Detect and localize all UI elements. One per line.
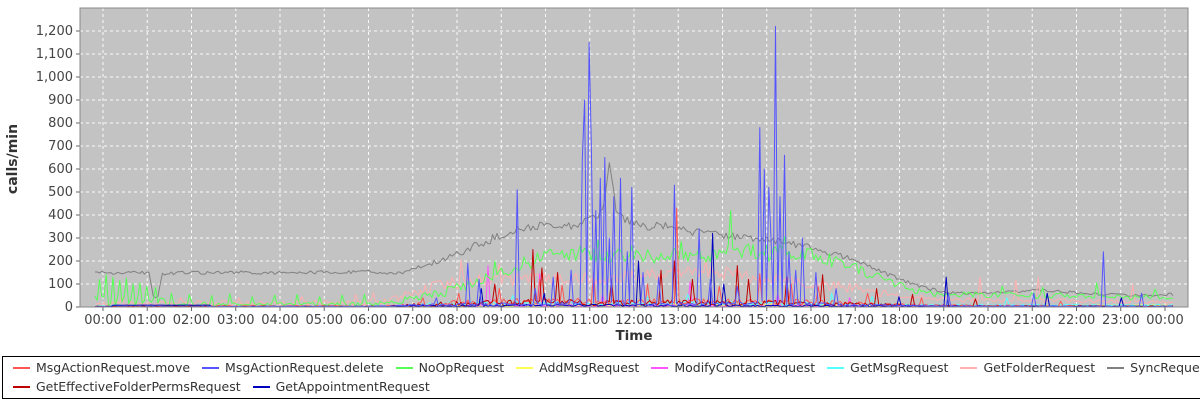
y-tick-label: 500 — [48, 185, 73, 200]
x-tick-label: 08:00 — [438, 313, 475, 328]
tick-marks — [76, 30, 1166, 311]
x-tick-label: 00:00 — [1146, 313, 1183, 328]
legend-swatch — [516, 366, 534, 369]
y-tick-label: 400 — [48, 208, 73, 223]
legend-label: GetAppointmentRequest — [275, 379, 430, 394]
legend-item-getmsgrequest: GetMsgRequest — [827, 358, 948, 377]
x-tick-label: 06:00 — [350, 313, 387, 328]
x-tick-label: 13:00 — [660, 313, 697, 328]
y-tick-label: 600 — [48, 162, 73, 177]
x-tick-label: 09:00 — [483, 313, 520, 328]
x-tick-label: 20:00 — [969, 313, 1006, 328]
legend-label: AddMsgRequest — [539, 360, 640, 375]
legend-item-getfolderrequest: GetFolderRequest — [960, 358, 1095, 377]
y-tick-label: 1,200 — [36, 24, 73, 39]
legend-item-msgactionrequest-delete: MsgActionRequest.delete — [202, 358, 384, 377]
legend-swatch — [13, 366, 30, 369]
x-tick-label: 10:00 — [527, 313, 564, 328]
legend-swatch — [202, 366, 220, 369]
x-tick-label: 23:00 — [1102, 313, 1139, 328]
legend-swatch — [960, 366, 978, 369]
y-tick-label: 800 — [48, 116, 73, 131]
legend-item-addmsgrequest: AddMsgRequest — [516, 358, 639, 377]
x-tick-label: 03:00 — [217, 313, 254, 328]
plot-canvas: 0 100 200 300 400 500 600 700 800 900 1,000 1,100 1,… — [5, 7, 1189, 344]
y-tick-label: 200 — [48, 254, 73, 269]
x-tick-label: 19:00 — [925, 313, 962, 328]
x-tick-label: 12:00 — [615, 313, 652, 328]
y-tick-label: 300 — [48, 231, 73, 246]
legend-item-modifycontactrequest: ModifyContactRequest — [651, 358, 815, 377]
y-axis-tick-labels: 0 100 200 300 400 500 600 700 800 900 1,000 1,100 1,… — [36, 24, 73, 315]
x-tick-label: 07:00 — [394, 313, 431, 328]
legend-label: SyncRequest — [1130, 360, 1200, 375]
y-tick-label: 900 — [48, 93, 73, 108]
x-tick-label: 15:00 — [748, 313, 785, 328]
plot-border — [79, 7, 1189, 308]
legend-swatch — [827, 366, 845, 369]
legend-label: MsgActionRequest.delete — [225, 360, 384, 375]
x-tick-label: 02:00 — [173, 313, 210, 328]
legend-label: GetMsgRequest — [850, 360, 949, 375]
x-axis-title: Time — [615, 328, 652, 344]
legend: MsgActionRequest.move MsgActionRequest.de… — [2, 356, 1200, 399]
x-tick-label: 14:00 — [704, 313, 741, 328]
y-axis-title: calls/min — [5, 124, 21, 194]
x-tick-label: 04:00 — [261, 313, 298, 328]
x-tick-label: 22:00 — [1058, 313, 1095, 328]
x-tick-label: 05:00 — [306, 313, 343, 328]
legend-row: GetEffectiveFolderPermsRequest GetAppoint… — [7, 377, 1199, 396]
x-tick-label: 16:00 — [792, 313, 829, 328]
legend-item-syncrequest: SyncRequest — [1107, 358, 1200, 377]
x-tick-label: 21:00 — [1014, 313, 1051, 328]
x-tick-label: 01:00 — [129, 313, 166, 328]
legend-label: GetEffectiveFolderPermsRequest — [36, 379, 241, 394]
legend-item-geteffectivefolderpermsrequest: GetEffectiveFolderPermsRequest — [13, 377, 241, 396]
legend-label: MsgActionRequest.move — [36, 360, 191, 375]
legend-row: MsgActionRequest.move MsgActionRequest.de… — [7, 358, 1200, 377]
x-axis-tick-labels: 00:00 01:00 02:00 03:00 04:00 05:00 06:00 07:00… — [84, 313, 1183, 328]
series-line-nooprequest — [94, 209, 1174, 307]
legend-item-msgactionrequest-move: MsgActionRequest.move — [13, 358, 190, 377]
x-tick-label: 17:00 — [837, 313, 874, 328]
legend-label: NoOpRequest — [418, 360, 505, 375]
x-tick-label: 00:00 — [84, 313, 121, 328]
legend-swatch — [252, 385, 270, 388]
x-tick-label: 11:00 — [571, 313, 608, 328]
legend-item-getappointmentrequest: GetAppointmentRequest — [252, 377, 430, 396]
y-tick-label: 700 — [48, 139, 73, 154]
x-tick-label: 18:00 — [881, 313, 918, 328]
legend-swatch — [651, 366, 669, 369]
legend-item-nooprequest: NoOpRequest — [395, 358, 505, 377]
legend-swatch — [1107, 366, 1125, 369]
y-tick-label: 0 — [65, 300, 73, 315]
legend-label: GetFolderRequest — [983, 360, 1096, 375]
legend-label: ModifyContactRequest — [674, 360, 816, 375]
y-tick-label: 1,000 — [36, 70, 73, 85]
y-tick-label: 100 — [48, 277, 73, 292]
legend-swatch — [395, 366, 413, 369]
legend-swatch — [13, 385, 30, 388]
y-tick-label: 1,100 — [36, 47, 73, 62]
